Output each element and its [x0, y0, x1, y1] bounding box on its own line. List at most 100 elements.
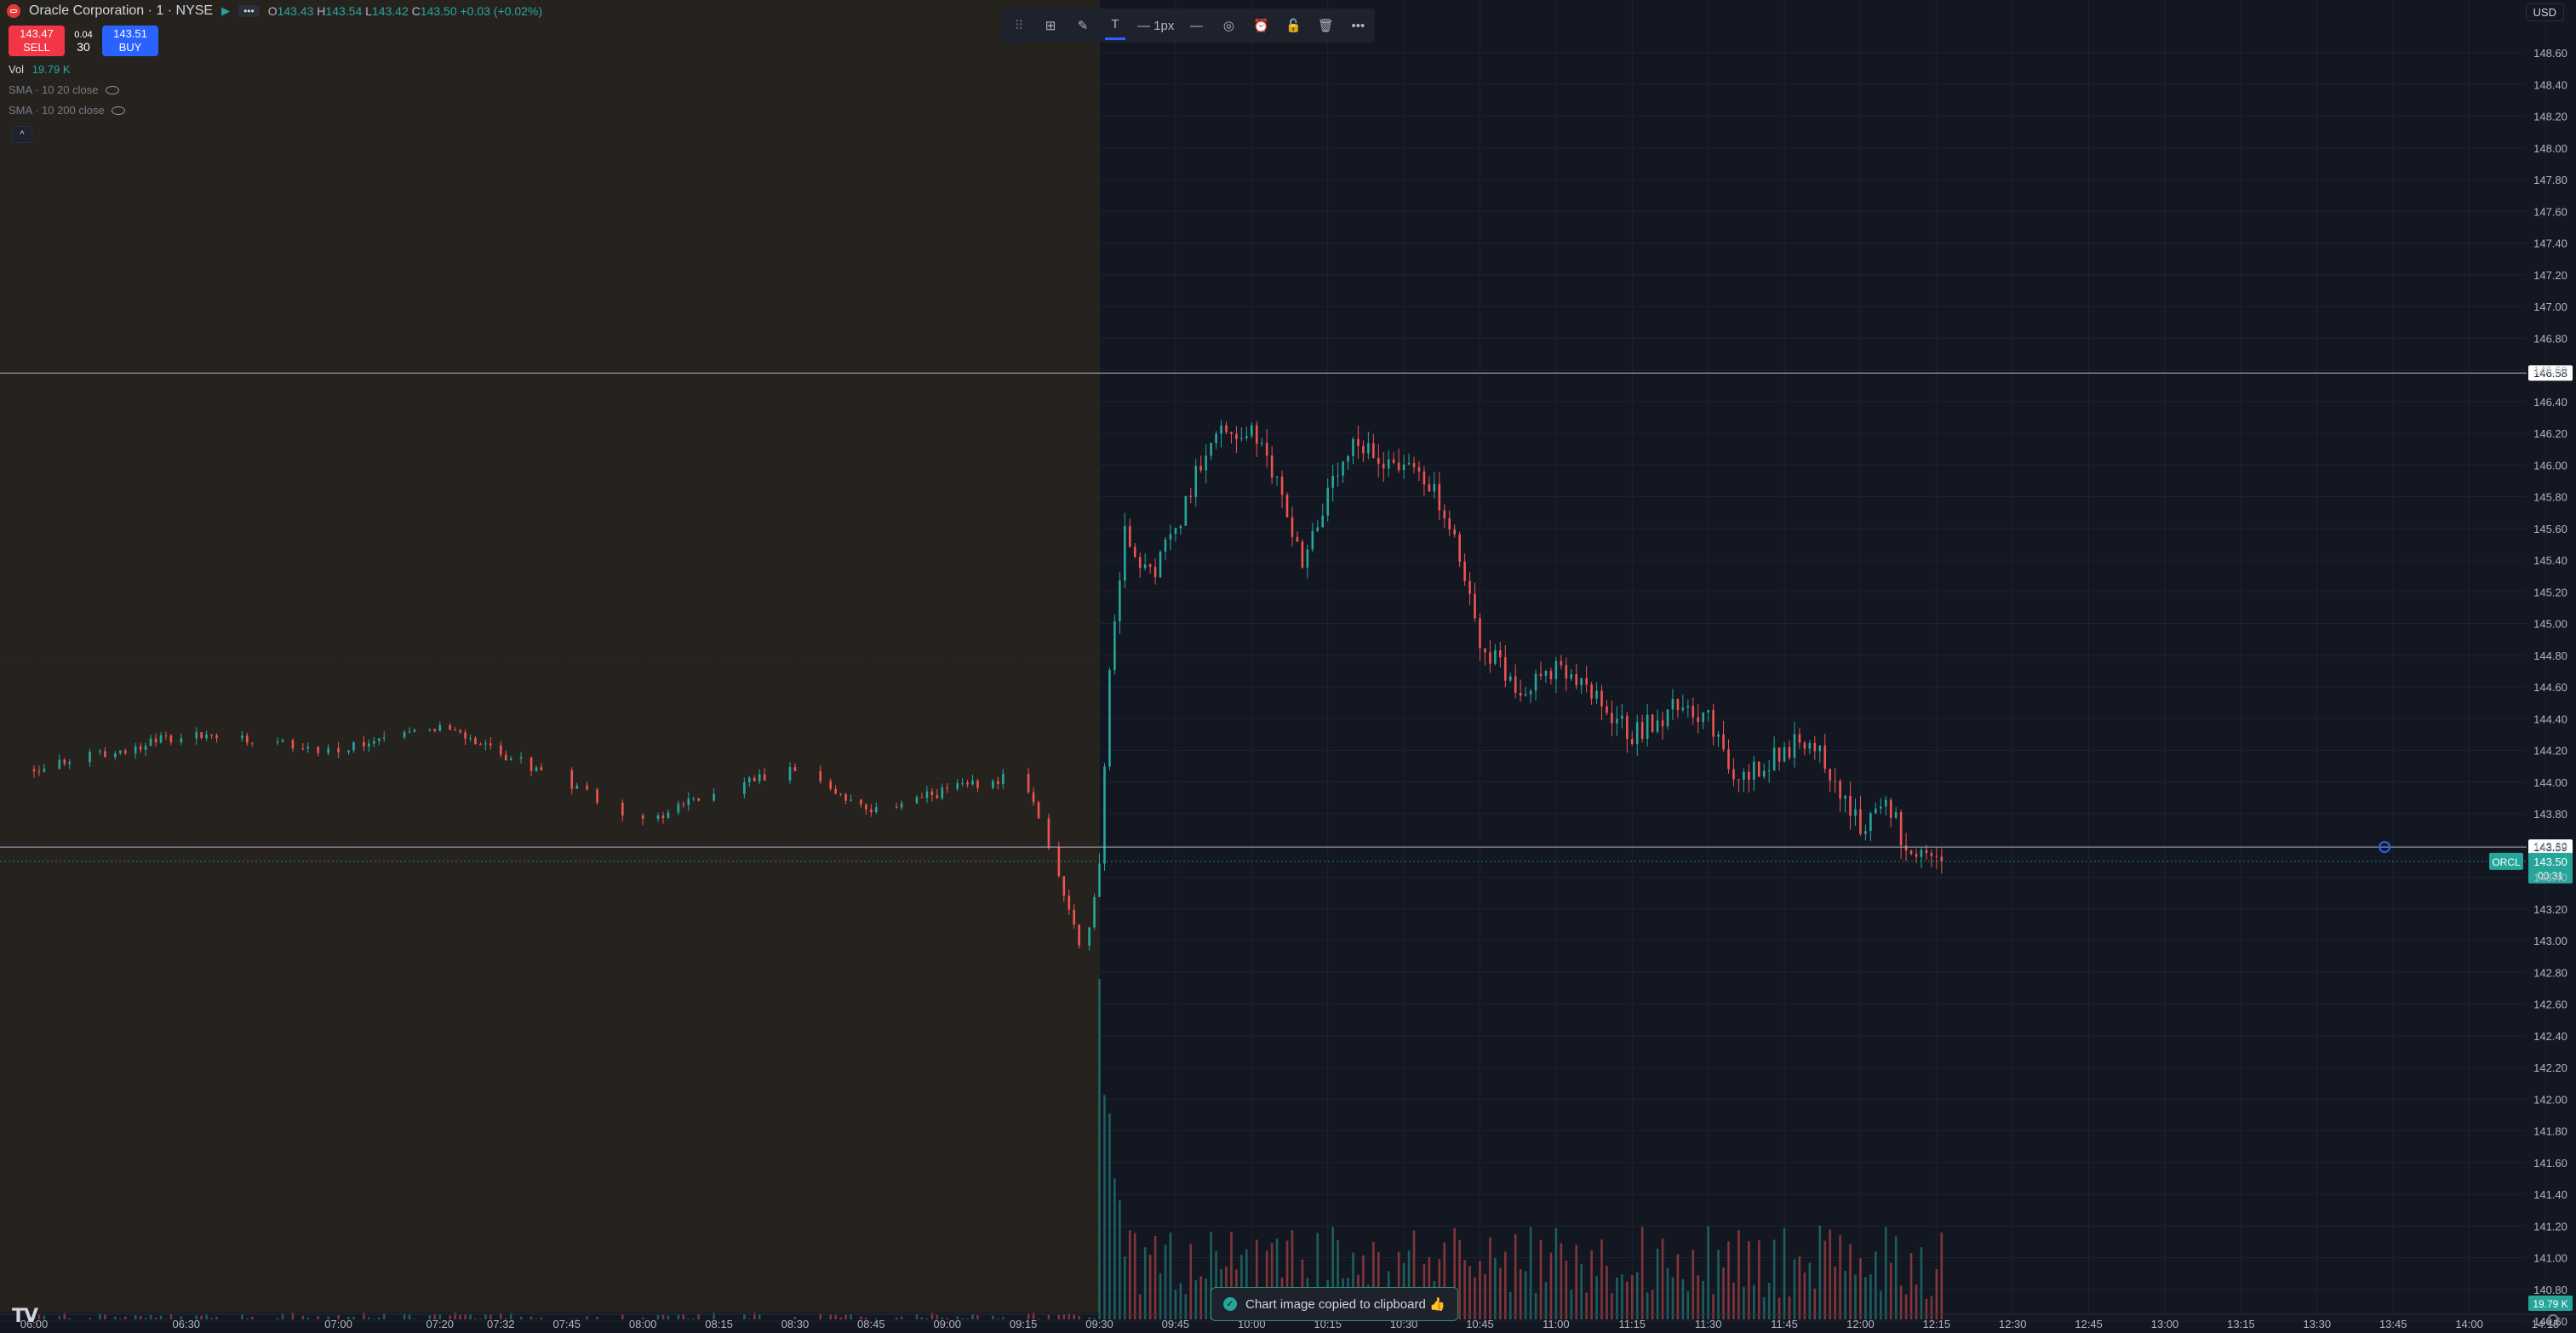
candle-body: [1240, 438, 1243, 439]
candle: [1001, 769, 1005, 789]
candle-body: [788, 767, 792, 781]
sma-indicator-1[interactable]: SMA · 10 20 close: [9, 83, 119, 96]
candle: [104, 747, 106, 758]
price-tick-label: 141.40: [2533, 1188, 2567, 1201]
volume-bar: [1925, 1298, 1928, 1319]
volume-bar: [459, 1314, 461, 1319]
volume-bar: [956, 1316, 959, 1319]
candle: [149, 735, 152, 747]
candle: [1189, 488, 1193, 504]
eye-hidden-icon[interactable]: [105, 86, 119, 94]
text-color-icon[interactable]: T: [1105, 12, 1125, 40]
volume-bar: [971, 1313, 974, 1319]
candle-body: [63, 759, 66, 764]
candle-body: [956, 783, 959, 789]
candle-body: [1032, 792, 1035, 803]
volume-bar: [1859, 1258, 1862, 1319]
candle-body: [1230, 432, 1233, 434]
candle: [1215, 431, 1217, 449]
candle: [1184, 495, 1188, 527]
volume-bar: [1767, 1282, 1771, 1319]
candle: [900, 800, 903, 810]
buy-button[interactable]: 143.51 BUY: [102, 26, 158, 56]
volume-bar: [1554, 1227, 1558, 1319]
candle-body: [1088, 927, 1091, 946]
time-tick-label: 07:00: [324, 1318, 352, 1330]
time-tick-label: 11:15: [1618, 1318, 1646, 1330]
volume-bar: [489, 1314, 492, 1319]
candle-body: [1692, 706, 1695, 718]
sell-button[interactable]: 143.47 SELL: [9, 26, 65, 56]
candle: [748, 775, 751, 787]
candle-body: [449, 724, 451, 730]
candle: [1372, 434, 1375, 459]
currency-button[interactable]: USD: [2525, 3, 2564, 21]
volume-bar: [1712, 1294, 1714, 1319]
symbol-title[interactable]: Oracle Corporation · 1 · NYSE: [29, 3, 214, 18]
candle-body: [829, 781, 832, 789]
candle-body: [596, 789, 598, 804]
line-style-icon[interactable]: —: [1189, 18, 1203, 33]
candle-body: [713, 793, 715, 801]
trash-icon[interactable]: 🗑: [1317, 19, 1334, 33]
candle-body: [1148, 564, 1152, 567]
volume-bar: [860, 1316, 862, 1319]
volume-bar: [200, 1315, 203, 1319]
candle: [1194, 459, 1198, 507]
candle: [459, 729, 461, 734]
volume-bar: [154, 1317, 157, 1319]
drag-handle-icon[interactable]: ⠿: [1014, 19, 1024, 33]
price-tick-label: 147.60: [2533, 205, 2567, 218]
sma-indicator-2[interactable]: SMA · 10 200 close: [9, 104, 125, 117]
candle-body: [900, 803, 903, 808]
candle-body: [1565, 665, 1568, 679]
candle: [1443, 504, 1446, 528]
volume-bar: [1210, 1232, 1212, 1319]
candle: [1078, 924, 1080, 949]
visibility-icon[interactable]: ◎: [1222, 19, 1234, 33]
candle: [1179, 524, 1182, 535]
eye-hidden-icon[interactable]: [111, 106, 125, 115]
lock-icon[interactable]: 🔓: [1285, 19, 1302, 33]
candle: [1438, 472, 1441, 520]
candle: [1692, 697, 1695, 725]
candle: [89, 748, 91, 767]
candle-body: [1580, 678, 1583, 685]
volume-bar: [1849, 1244, 1852, 1319]
candle: [1585, 666, 1588, 693]
template-icon[interactable]: ⊞: [1045, 19, 1056, 33]
more-icon[interactable]: •••: [1351, 18, 1365, 33]
line-width-button[interactable]: — 1px: [1137, 18, 1175, 33]
candle-body: [1463, 561, 1466, 581]
volume-bar: [1590, 1250, 1593, 1319]
pencil-icon[interactable]: ✎: [1077, 19, 1089, 33]
candle: [1839, 778, 1841, 812]
candle-body: [1255, 425, 1258, 444]
candle: [32, 765, 36, 778]
price-tick-label: 141.60: [2533, 1157, 2567, 1170]
candle: [1397, 449, 1400, 473]
volume-indicator[interactable]: Vol 19.79 K: [9, 63, 71, 76]
volume-bar: [1494, 1258, 1497, 1319]
trade-panel: 143.47 SELL 0.04 30 143.51 BUY: [9, 26, 158, 56]
collapse-legend-button[interactable]: ^: [12, 126, 32, 143]
flag-icon[interactable]: ▶: [221, 4, 231, 17]
candle-body: [1777, 747, 1781, 762]
settings-icon[interactable]: [2547, 1314, 2559, 1326]
tradingview-logo[interactable]: TV: [12, 1306, 38, 1327]
alarm-icon[interactable]: ⏰: [1253, 19, 1269, 33]
volume-bar: [976, 1315, 979, 1319]
candle-body: [1889, 799, 1892, 818]
volume-bar: [743, 1314, 746, 1319]
time-tick-label: 09:00: [933, 1318, 961, 1330]
volume-bar: [1458, 1239, 1461, 1319]
candle: [1686, 699, 1690, 718]
candle-body: [1590, 684, 1593, 699]
candle: [1737, 778, 1740, 792]
candle: [1321, 503, 1325, 528]
candle-body: [123, 750, 127, 754]
more-button[interactable]: •••: [238, 5, 260, 17]
candle: [1433, 472, 1436, 499]
candle-body: [966, 782, 969, 785]
